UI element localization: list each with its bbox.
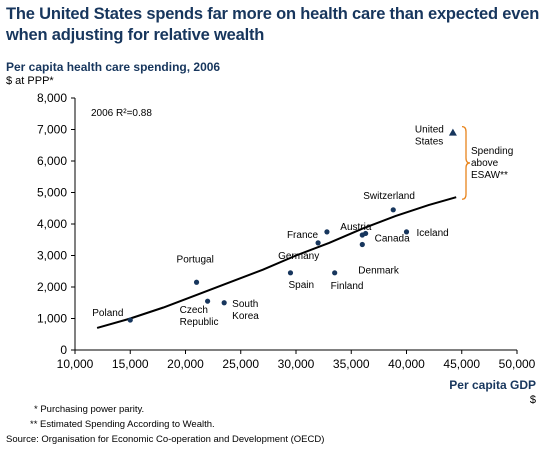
source-note: Source: Organisation for Economic Co-ope… <box>6 434 325 445</box>
y-axis-unit: $ at PPP* <box>6 75 54 87</box>
esaw-brace <box>461 126 471 200</box>
point-portugal <box>193 279 200 285</box>
point-canada <box>363 230 369 237</box>
point-france <box>324 229 330 235</box>
point-label-spain: Spain <box>288 280 314 291</box>
x-axis-title: Per capita GDP <box>449 378 536 392</box>
y-tick-label: 8,000 <box>37 91 67 105</box>
x-tick-label: 35,000 <box>333 357 370 371</box>
footnote-ppp: * Purchasing power parity. <box>34 404 145 415</box>
y-tick-label: 2,000 <box>37 280 67 294</box>
point-germany <box>315 240 321 246</box>
point-label-south-korea: South <box>232 299 258 310</box>
point-label-iceland: Iceland <box>417 228 449 239</box>
point-label-austria: Austria <box>340 222 372 233</box>
x-tick-label: 20,000 <box>167 357 204 371</box>
x-axis-unit: $ <box>529 394 536 406</box>
point-label-finland: Finland <box>331 281 364 292</box>
x-tick-label: 15,000 <box>112 357 149 371</box>
point-label-united-states: United <box>415 125 444 136</box>
esaw-annotation: Spending <box>471 146 513 157</box>
point-united-states <box>448 128 457 136</box>
y-tick-label: 4,000 <box>37 217 67 231</box>
point-denmark <box>359 241 365 248</box>
x-tick-label: 25,000 <box>222 357 259 371</box>
point-label-switzerland: Switzerland <box>363 191 415 202</box>
esaw-annotation: above <box>471 158 499 169</box>
x-tick-label: 50,000 <box>499 357 536 371</box>
footnote-esaw: ** Estimated Spending According to Wealt… <box>30 419 215 430</box>
point-label-germany: Germany <box>278 251 319 262</box>
point-label-canada: Canada <box>375 233 410 244</box>
point-label-czech-republic: Republic <box>180 317 219 328</box>
y-tick-label: 6,000 <box>37 154 67 168</box>
esaw-annotation: ESAW** <box>471 170 508 181</box>
x-tick-label: 45,000 <box>443 357 480 371</box>
point-label-united-states: States <box>415 137 443 148</box>
point-label-denmark: Denmark <box>358 265 400 276</box>
point-label-poland: Poland <box>92 308 123 319</box>
y-tick-label: 7,000 <box>37 123 67 137</box>
point-label-france: France <box>287 230 319 241</box>
point-switzerland <box>390 207 396 213</box>
y-tick-label: 3,000 <box>37 249 67 263</box>
trend-line <box>96 196 457 329</box>
y-tick-label: 1,000 <box>37 312 67 326</box>
point-poland <box>127 317 133 323</box>
point-iceland <box>403 229 410 235</box>
x-tick-label: 30,000 <box>278 357 315 371</box>
point-czech-republic <box>205 298 211 304</box>
x-tick-label: 10,000 <box>57 357 94 371</box>
point-finland <box>332 270 338 276</box>
y-tick-label: 0 <box>60 343 67 357</box>
y-axis-title: Per capita health care spending, 2006 <box>6 60 221 74</box>
chart-title: The United States spends far more on hea… <box>6 5 540 44</box>
y-tick-label: 5,000 <box>37 186 67 200</box>
x-tick-label: 40,000 <box>388 357 425 371</box>
r-squared-annotation: 2006 R²=0.88 <box>91 108 152 119</box>
point-label-south-korea: Korea <box>232 311 259 322</box>
point-spain <box>287 270 294 276</box>
point-label-portugal: Portugal <box>177 254 214 265</box>
point-label-czech-republic: Czech <box>180 305 208 316</box>
point-south-korea <box>221 300 227 306</box>
